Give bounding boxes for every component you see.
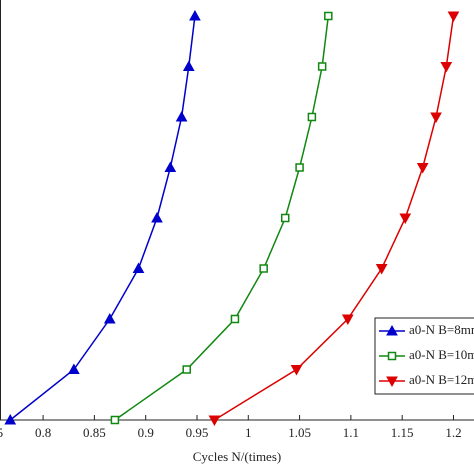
marker bbox=[132, 262, 145, 273]
x-tick-label: 1.1 bbox=[343, 425, 359, 440]
marker bbox=[341, 314, 354, 326]
x-tick-label: 1.2 bbox=[445, 425, 461, 440]
x-tick-label: 0.95 bbox=[186, 425, 209, 440]
marker bbox=[440, 62, 453, 73]
marker bbox=[280, 213, 290, 223]
marker bbox=[324, 11, 333, 21]
legend-marker bbox=[386, 324, 398, 336]
marker bbox=[317, 62, 327, 71]
marker bbox=[182, 365, 191, 374]
x-tick-label: 0.85 bbox=[83, 425, 106, 440]
marker bbox=[295, 163, 304, 172]
marker bbox=[307, 112, 317, 122]
x-tick-label: 0.75 bbox=[0, 425, 3, 440]
x-tick-label: 0.9 bbox=[138, 425, 154, 440]
marker bbox=[399, 213, 412, 225]
series-line bbox=[114, 15, 330, 421]
marker bbox=[230, 314, 240, 324]
marker bbox=[447, 11, 460, 23]
marker bbox=[416, 163, 429, 174]
legend-marker bbox=[387, 351, 397, 361]
x-tick-label: 1 bbox=[245, 425, 252, 440]
marker bbox=[430, 112, 442, 124]
marker bbox=[175, 110, 188, 122]
marker bbox=[208, 415, 221, 427]
x-axis-label: Cycles N/(times) bbox=[193, 449, 281, 464]
marker bbox=[68, 363, 80, 374]
legend-marker bbox=[386, 376, 398, 388]
marker bbox=[375, 264, 388, 275]
marker bbox=[290, 365, 303, 376]
marker bbox=[164, 161, 177, 172]
x-tick-label: 1.05 bbox=[288, 425, 311, 440]
marker bbox=[151, 211, 163, 223]
marker bbox=[189, 9, 201, 21]
legend-label: a0-N B=10mm bbox=[409, 347, 474, 362]
marker bbox=[103, 312, 116, 324]
legend-label: a0-N B=8mm bbox=[409, 322, 474, 337]
marker bbox=[182, 60, 195, 71]
series-line bbox=[9, 15, 196, 421]
legend-label: a0-N B=12mm bbox=[409, 372, 474, 387]
marker bbox=[110, 415, 120, 425]
marker bbox=[259, 264, 268, 273]
marker bbox=[4, 413, 17, 425]
x-tick-label: 0.8 bbox=[35, 425, 51, 440]
x-tick-label: 1.15 bbox=[391, 425, 414, 440]
